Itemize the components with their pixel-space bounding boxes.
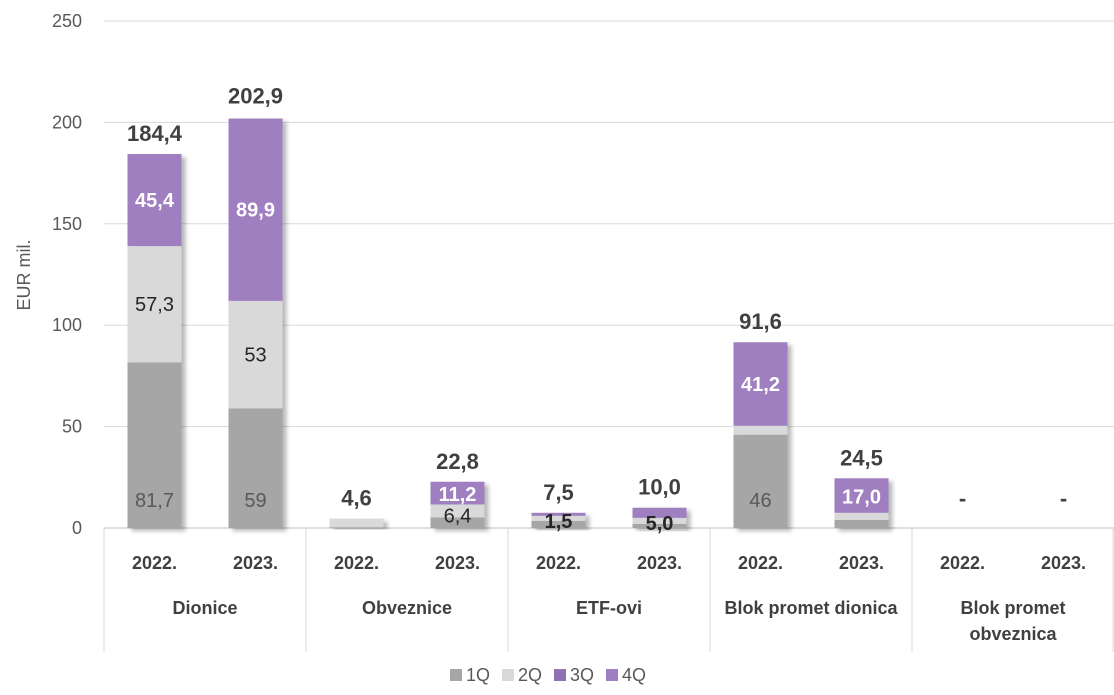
x-year-label: 2022.	[536, 553, 581, 573]
bars	[127, 118, 889, 528]
total-label: -	[959, 486, 966, 511]
y-tick-label: 200	[52, 112, 82, 132]
bar-stack	[632, 507, 687, 528]
x-group-label: Blok promet dionica	[724, 598, 898, 618]
y-tick-label: 100	[52, 315, 82, 335]
x-group-label: obveznica	[969, 624, 1057, 644]
x-group-label: ETF-ovi	[576, 598, 642, 618]
x-year-label: 2022.	[940, 553, 985, 573]
legend-label-1q: 1Q	[466, 665, 490, 685]
legend: 1Q 2Q 3Q 4Q	[450, 665, 646, 685]
y-tick-label: 50	[62, 417, 82, 437]
segment-label-4q: 11,2	[439, 484, 477, 506]
bar-segment-1q	[632, 523, 687, 528]
segment-label-4q: 17,0	[842, 487, 881, 509]
x-axis: 2022. 2023. Dionice 2022. 2023. Obveznice 2022…	[103, 528, 1114, 652]
total-label: 4,6	[341, 486, 372, 511]
bar-stack	[329, 518, 384, 528]
x-year-label: 2023.	[637, 553, 682, 573]
segment-labels: 81,7 57,3 45,4 59 53 89,9 6,411,2 1,5 5,0 46 41,2 1…	[135, 190, 881, 535]
total-label: 7,5	[543, 480, 574, 505]
y-axis: 0 50 100 150 200 250	[52, 11, 82, 538]
bar-stack	[127, 154, 182, 528]
total-label: 22,8	[436, 449, 479, 474]
bar-segment-2q	[531, 515, 586, 521]
bar-segment-1q	[531, 520, 586, 528]
legend-label-4q: 4Q	[622, 665, 646, 685]
y-tick-label: 150	[52, 214, 82, 234]
segment-label-2q: 57,3	[135, 294, 174, 316]
segment-label-4q: 1,5	[545, 511, 573, 533]
total-label: 91,6	[739, 309, 782, 334]
bar-segment-4q	[733, 342, 788, 426]
bar-stack	[228, 118, 283, 528]
bar-segment-1q	[430, 517, 485, 528]
total-label: 202,9	[228, 84, 283, 109]
bar-segment-1q	[329, 527, 384, 528]
segment-label-1q: 46	[749, 490, 771, 512]
bar-stack	[531, 512, 586, 528]
x-year-label: 2023.	[839, 553, 884, 573]
bar-segment-1q	[228, 408, 283, 528]
segment-label-4q: 89,9	[236, 200, 275, 222]
segment-label-1q: 81,7	[135, 490, 174, 512]
bar-segment-4q	[531, 512, 586, 516]
bar-segment-4q	[228, 118, 283, 301]
segment-label-2q: 53	[244, 345, 266, 367]
bar-segment-1q	[127, 362, 182, 528]
bar-stack	[834, 478, 889, 528]
bar-segment-2q	[430, 504, 485, 518]
x-group-label: Blok promet	[960, 598, 1065, 618]
x-year-label: 2023.	[435, 553, 480, 573]
legend-label-2q: 2Q	[518, 665, 542, 685]
bar-segment-4q	[430, 481, 485, 505]
segment-label-4q: 5,0	[646, 513, 674, 535]
bar-segment-4q	[632, 507, 687, 518]
segment-label-1q: 59	[244, 490, 266, 512]
total-label: -	[1060, 486, 1067, 511]
x-year-label: 2023.	[1041, 553, 1086, 573]
total-label: 184,4	[127, 121, 183, 146]
legend-swatch-1q	[450, 669, 462, 681]
total-labels: 184,4 202,9 4,6 22,8 7,5 10,0 91,6 24,5 - -	[127, 84, 1067, 511]
x-year-label: 2022.	[738, 553, 783, 573]
bar-segment-1q	[733, 434, 788, 528]
total-label: 24,5	[840, 445, 883, 470]
segment-label-4q: 45,4	[135, 190, 175, 212]
segment-label-2q: 6,4	[444, 505, 472, 527]
legend-swatch-4q	[606, 669, 618, 681]
x-year-label: 2023.	[233, 553, 278, 573]
bar-segment-4q	[127, 154, 182, 247]
legend-swatch-2q	[502, 669, 514, 681]
legend-label-3q: 3Q	[570, 665, 594, 685]
bar-segment-2q	[127, 246, 182, 363]
legend-swatch-3q	[554, 669, 566, 681]
bar-segment-2q	[632, 517, 687, 524]
y-axis-label: EUR mil.	[14, 240, 34, 311]
x-year-label: 2022.	[334, 553, 379, 573]
bar-segment-2q	[834, 512, 889, 520]
x-group-label: Obveznice	[362, 598, 452, 618]
bar-segment-4q	[834, 478, 889, 513]
bar-segment-2q	[733, 425, 788, 435]
bar-stack	[430, 481, 485, 528]
bar-segment-2q	[329, 518, 384, 528]
bar-segment-2q	[228, 300, 283, 409]
bar-stack	[733, 342, 788, 528]
segment-label-4q: 41,2	[741, 374, 780, 396]
bar-segment-1q	[834, 519, 889, 528]
total-label: 10,0	[638, 475, 681, 500]
y-tick-label: 250	[52, 11, 82, 31]
x-group-label: Dionice	[172, 598, 237, 618]
y-tick-label: 0	[72, 518, 82, 538]
x-year-label: 2022.	[132, 553, 177, 573]
